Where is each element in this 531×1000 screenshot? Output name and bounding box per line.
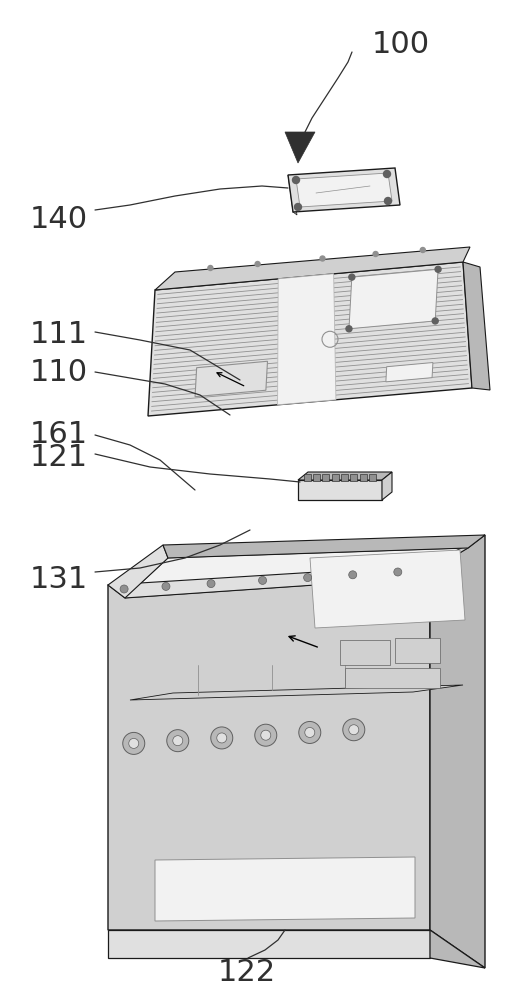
Text: 100: 100 <box>372 30 430 59</box>
Polygon shape <box>386 363 433 382</box>
Bar <box>395 638 440 663</box>
Polygon shape <box>148 262 472 416</box>
Bar <box>322 474 329 481</box>
Circle shape <box>261 730 271 740</box>
Polygon shape <box>310 550 465 628</box>
Circle shape <box>299 721 321 743</box>
Circle shape <box>255 261 260 266</box>
Circle shape <box>293 176 299 184</box>
Polygon shape <box>108 930 430 958</box>
Bar <box>332 474 339 481</box>
Text: 122: 122 <box>218 958 276 987</box>
Polygon shape <box>125 548 468 598</box>
Circle shape <box>211 727 233 749</box>
Circle shape <box>349 725 359 735</box>
Circle shape <box>129 738 139 748</box>
Polygon shape <box>288 168 400 212</box>
Polygon shape <box>195 361 268 397</box>
Circle shape <box>167 730 189 752</box>
Circle shape <box>421 247 425 252</box>
Circle shape <box>343 719 365 741</box>
Circle shape <box>123 732 145 754</box>
Polygon shape <box>108 545 168 598</box>
Polygon shape <box>349 269 438 329</box>
Circle shape <box>304 574 312 582</box>
Polygon shape <box>155 857 415 921</box>
Bar <box>341 474 348 481</box>
Circle shape <box>295 204 302 211</box>
Text: 131: 131 <box>30 565 88 594</box>
Polygon shape <box>296 173 392 207</box>
Bar <box>304 474 311 481</box>
Polygon shape <box>288 175 297 215</box>
Bar <box>350 474 357 481</box>
Polygon shape <box>430 535 485 968</box>
Circle shape <box>320 256 325 261</box>
Polygon shape <box>382 472 392 500</box>
Bar <box>345 668 440 688</box>
Circle shape <box>120 585 128 593</box>
Circle shape <box>349 571 357 579</box>
Text: 140: 140 <box>30 205 88 234</box>
Polygon shape <box>285 132 315 163</box>
Circle shape <box>432 318 438 324</box>
Circle shape <box>373 251 378 256</box>
Polygon shape <box>463 262 490 390</box>
Polygon shape <box>108 565 430 930</box>
Text: 121: 121 <box>30 443 88 472</box>
Polygon shape <box>155 247 470 290</box>
Circle shape <box>162 582 170 590</box>
Circle shape <box>435 266 441 272</box>
Text: 111: 111 <box>30 320 88 349</box>
Polygon shape <box>298 472 392 480</box>
Circle shape <box>384 198 391 205</box>
Circle shape <box>255 724 277 746</box>
Bar <box>369 474 376 481</box>
Circle shape <box>346 326 352 332</box>
Text: 110: 110 <box>30 358 88 387</box>
Circle shape <box>259 576 267 584</box>
Bar <box>360 474 367 481</box>
Circle shape <box>208 265 213 270</box>
Polygon shape <box>130 685 463 700</box>
Circle shape <box>217 733 227 743</box>
Polygon shape <box>278 274 336 405</box>
Polygon shape <box>430 930 485 968</box>
Polygon shape <box>298 480 382 500</box>
Polygon shape <box>163 535 485 558</box>
Bar <box>340 640 390 665</box>
Text: 161: 161 <box>30 420 88 449</box>
Polygon shape <box>418 535 485 578</box>
Circle shape <box>394 568 402 576</box>
Bar <box>313 474 320 481</box>
Polygon shape <box>108 565 430 598</box>
Circle shape <box>207 580 215 588</box>
Circle shape <box>173 736 183 746</box>
Circle shape <box>383 170 390 178</box>
Circle shape <box>305 727 315 737</box>
Circle shape <box>349 274 355 280</box>
